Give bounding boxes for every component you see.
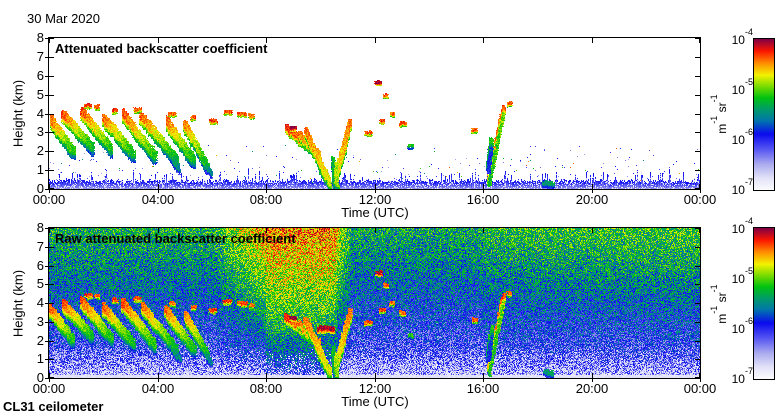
- y-tick-label: 2: [36, 333, 44, 348]
- y-axis-tick: [45, 322, 48, 323]
- y-axis-tick: [45, 95, 48, 96]
- x-axis-tick: [49, 190, 50, 193]
- panel2-title: Raw attenuated backscatter coefficient: [55, 231, 296, 246]
- panel1-title: Attenuated backscatter coefficient: [55, 41, 268, 56]
- x-tick-label: 04:00: [141, 381, 175, 396]
- x-tick-label: 16:00: [466, 381, 500, 396]
- panel1-x-axis-label: Time (UTC): [341, 205, 409, 220]
- x-tick-label: 20:00: [575, 192, 609, 207]
- y-axis-tick: [45, 266, 48, 267]
- colorbar-tick-label: 10-4: [731, 27, 753, 47]
- x-tick-label: 00:00: [683, 381, 717, 396]
- x-axis-tick: [266, 379, 267, 382]
- x-axis-tick: [158, 379, 159, 382]
- x-tick-label: 20:00: [575, 381, 609, 396]
- y-tick-label: 3: [36, 124, 44, 139]
- y-tick-label: 4: [36, 106, 44, 121]
- raw-backscatter-heatmap: [48, 227, 701, 379]
- colorbar-tick-label: 10-7: [731, 366, 753, 386]
- colorbar-unit-label: m-1 sr-1: [709, 94, 729, 134]
- x-tick-label: 08:00: [249, 192, 283, 207]
- x-tick-label: 00:00: [32, 381, 66, 396]
- x-axis-tick: [375, 379, 376, 382]
- y-axis-tick: [45, 284, 48, 285]
- y-tick-label: 1: [36, 162, 44, 177]
- y-tick-label: 6: [36, 68, 44, 83]
- date-label: 30 Mar 2020: [27, 11, 100, 26]
- colorbar-raw: [753, 227, 775, 380]
- y-axis-tick: [45, 76, 48, 77]
- x-tick-label: 08:00: [249, 381, 283, 396]
- colorbar-tick-label: 10-6: [731, 316, 753, 336]
- y-tick-label: 7: [36, 49, 44, 64]
- colorbar-unit-label: m-1 sr-1: [709, 284, 729, 324]
- y-axis-tick: [45, 247, 48, 248]
- y-tick-label: 5: [36, 87, 44, 102]
- y-axis-tick: [45, 151, 48, 152]
- panel2-x-axis-label: Time (UTC): [341, 394, 409, 409]
- y-axis-tick: [45, 170, 48, 171]
- y-axis-tick: [45, 378, 48, 379]
- y-tick-label: 5: [36, 276, 44, 291]
- x-tick-label: 12:00: [358, 381, 392, 396]
- y-axis-tick: [45, 228, 48, 229]
- y-axis-tick: [45, 132, 48, 133]
- processed-backscatter-heatmap: [48, 37, 701, 190]
- x-axis-tick: [592, 379, 593, 382]
- y-tick-label: 0: [36, 370, 44, 385]
- colorbar-tick-label: 10-5: [731, 266, 753, 286]
- x-axis-tick: [158, 190, 159, 193]
- x-tick-label: 00:00: [32, 192, 66, 207]
- x-tick-label: 00:00: [683, 192, 717, 207]
- x-tick-label: 16:00: [466, 192, 500, 207]
- instrument-label: CL31 ceilometer: [3, 399, 104, 414]
- x-axis-tick: [49, 379, 50, 382]
- x-axis-tick: [700, 379, 701, 382]
- x-axis-tick: [483, 190, 484, 193]
- colorbar-tick-label: 10-4: [731, 216, 753, 236]
- y-axis-tick: [45, 57, 48, 58]
- y-axis-tick: [45, 359, 48, 360]
- y-axis-tick: [45, 341, 48, 342]
- y-tick-label: 1: [36, 351, 44, 366]
- colorbar-tick-label: 10-7: [731, 177, 753, 197]
- x-tick-label: 12:00: [358, 192, 392, 207]
- y-tick-label: 3: [36, 314, 44, 329]
- x-axis-tick: [375, 190, 376, 193]
- y-tick-label: 0: [36, 181, 44, 196]
- x-axis-tick: [483, 379, 484, 382]
- x-tick-label: 04:00: [141, 192, 175, 207]
- y-tick-label: 4: [36, 295, 44, 310]
- x-axis-tick: [266, 190, 267, 193]
- y-axis-tick: [45, 189, 48, 190]
- x-axis-tick: [592, 190, 593, 193]
- y-tick-label: 8: [36, 30, 44, 45]
- y-tick-label: 6: [36, 258, 44, 273]
- y-tick-label: 2: [36, 143, 44, 158]
- y-axis-tick: [45, 38, 48, 39]
- colorbar-processed: [753, 38, 775, 191]
- y-axis-tick: [45, 303, 48, 304]
- x-axis-tick: [700, 190, 701, 193]
- colorbar-tick-label: 10-5: [731, 77, 753, 97]
- y-axis-tick: [45, 114, 48, 115]
- y-tick-label: 7: [36, 239, 44, 254]
- y-tick-label: 8: [36, 220, 44, 235]
- colorbar-tick-label: 10-6: [731, 127, 753, 147]
